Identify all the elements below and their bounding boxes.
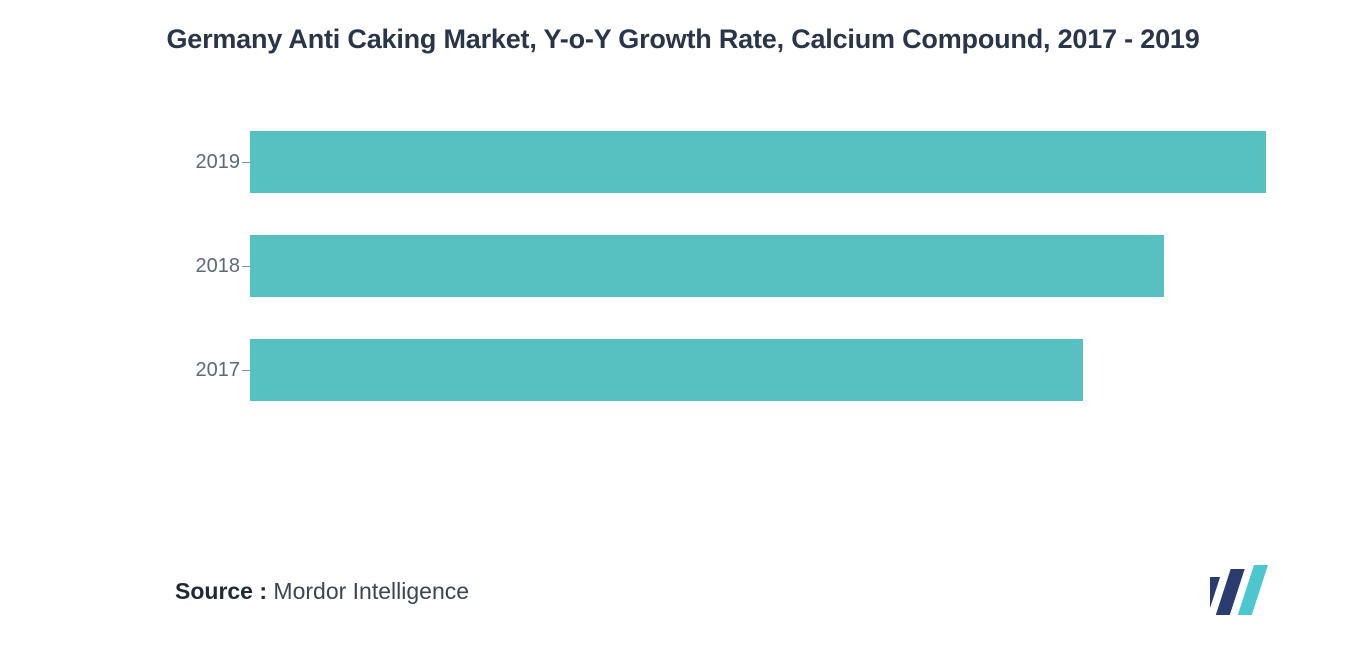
source-label: Source :	[175, 578, 267, 604]
source-value: Mordor Intelligence	[273, 578, 469, 604]
bar-row-2018: 2018	[250, 234, 1266, 298]
bar-row-2017: 2017	[250, 338, 1266, 402]
y-axis-label: 2017	[190, 359, 240, 382]
source-footer: Source : Mordor Intelligence	[175, 578, 469, 605]
bar-row-2019: 2019	[250, 130, 1266, 194]
y-tick	[242, 266, 250, 267]
mordor-logo-icon	[1210, 565, 1296, 615]
y-tick	[242, 162, 250, 163]
bar-2018	[250, 235, 1164, 297]
y-axis-label: 2019	[190, 151, 240, 174]
y-axis-label: 2018	[190, 255, 240, 278]
chart-container: Germany Anti Caking Market, Y-o-Y Growth…	[0, 0, 1366, 655]
bar-2019	[250, 131, 1266, 193]
plot-area: 2019 2018 2017	[60, 130, 1306, 450]
bar-2017	[250, 339, 1083, 401]
y-tick	[242, 370, 250, 371]
chart-title: Germany Anti Caking Market, Y-o-Y Growth…	[60, 24, 1306, 55]
